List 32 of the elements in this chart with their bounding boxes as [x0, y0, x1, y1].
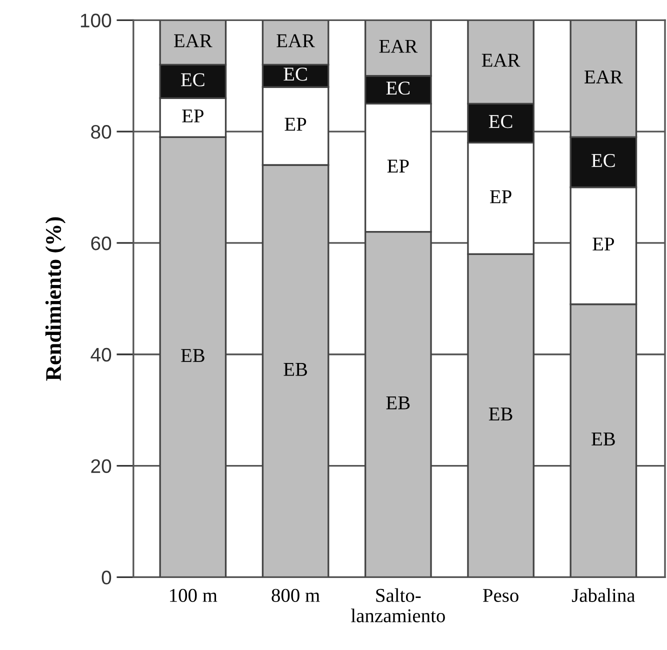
text: EC	[488, 115, 512, 128]
y-tick-label: 60	[91, 236, 112, 250]
x-tick-label: 100 m	[170, 588, 218, 602]
series-label: EP	[182, 110, 204, 122]
text: EC	[181, 73, 204, 86]
text: EB	[386, 396, 410, 410]
text: EAR	[276, 34, 315, 48]
y-tick-label: 20	[91, 459, 112, 474]
y-tick-label: 40	[90, 348, 112, 362]
text: EP	[284, 118, 306, 131]
y-axis-title: Rendimiento (%)	[45, 217, 66, 381]
text: EAR	[584, 70, 623, 84]
text: EC	[386, 82, 410, 95]
y-tick-label: 100	[80, 14, 112, 28]
series-label: EAR	[482, 54, 520, 67]
text: EAR	[379, 40, 418, 53]
text: EAR	[174, 34, 212, 48]
x-tick-label: Jabalina	[572, 588, 636, 602]
text: EB	[488, 408, 512, 420]
text: EP	[490, 190, 512, 204]
text: EC	[592, 154, 615, 168]
x-tick-label: Salto- lanzamiento	[351, 588, 445, 622]
y-tick-label: 80	[91, 125, 112, 139]
x-tick-label: Peso	[482, 589, 518, 602]
series-label: EC	[284, 68, 307, 81]
x-tick-label: 800 m	[272, 588, 320, 602]
text: EP	[592, 238, 614, 250]
text: EB	[284, 363, 308, 376]
series-label: EB	[592, 432, 615, 446]
y-tick-label: 0	[102, 570, 112, 584]
text: EB	[181, 349, 204, 362]
text: EP	[387, 160, 409, 172]
